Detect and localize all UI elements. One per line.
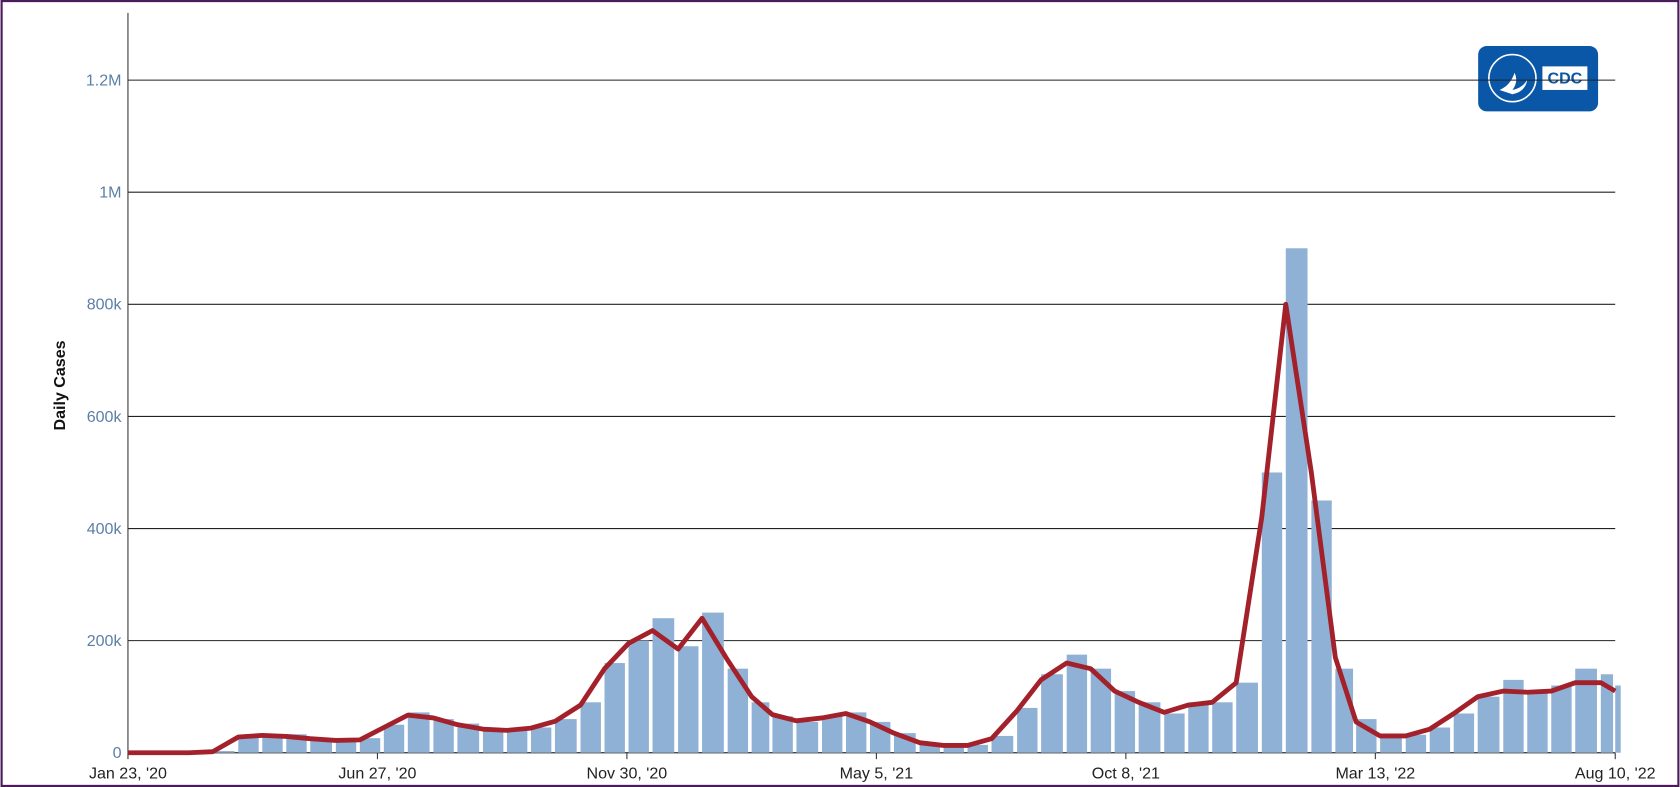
cdc-logo: CDC	[1478, 46, 1599, 112]
y-axis-label: Daily Cases	[51, 340, 69, 430]
x-tick-label: Aug 10, '22	[1575, 764, 1656, 782]
bar	[943, 745, 964, 753]
bar	[919, 743, 940, 753]
bar	[796, 721, 819, 753]
bar	[554, 719, 577, 753]
bar	[1575, 668, 1597, 753]
bar	[457, 723, 480, 753]
bar	[433, 719, 454, 753]
bar	[845, 712, 867, 753]
bar	[1405, 734, 1427, 753]
bar	[751, 702, 770, 753]
bar	[1090, 668, 1112, 753]
bar	[1066, 654, 1088, 753]
bar	[991, 735, 1014, 753]
bar	[1114, 691, 1136, 753]
bar	[1188, 702, 1209, 753]
y-tick-label: 1.2M	[86, 71, 122, 89]
x-tick-label: Nov 30, '20	[587, 764, 668, 782]
bar	[1477, 696, 1500, 753]
x-tick-label: May 5, '21	[840, 764, 914, 782]
bar	[1138, 702, 1161, 753]
x-tick-label: Mar 13, '22	[1335, 764, 1415, 782]
bars	[212, 248, 1621, 753]
y-tick-label: 600k	[87, 408, 123, 426]
bar	[652, 618, 675, 753]
bar	[1285, 248, 1308, 753]
bar	[1429, 727, 1451, 753]
y-tick-label: 200k	[87, 632, 123, 650]
logo-text: CDC	[1548, 70, 1583, 88]
logo-seal	[1488, 53, 1537, 103]
bar	[407, 712, 430, 753]
x-tick-label: Jun 27, '20	[338, 764, 416, 782]
bar	[1600, 674, 1614, 753]
bar	[1615, 685, 1621, 753]
avg-line	[127, 301, 1617, 756]
bar	[506, 730, 528, 753]
bar	[335, 740, 357, 753]
bar	[1017, 707, 1038, 753]
y-tick-label: 800k	[87, 296, 123, 314]
bar	[1335, 668, 1354, 753]
bar	[1453, 713, 1475, 753]
bar	[628, 640, 649, 753]
bar	[530, 727, 552, 753]
y-tick-label: 0	[113, 744, 122, 762]
bar	[967, 744, 988, 753]
x-tick-label: Oct 8, '21	[1092, 764, 1160, 782]
logo-box	[1478, 46, 1599, 112]
bar	[1041, 674, 1063, 753]
bar	[383, 724, 405, 753]
bar	[212, 751, 235, 753]
bar	[1212, 702, 1233, 753]
bar	[310, 738, 333, 753]
bar	[727, 668, 749, 753]
bar	[1236, 682, 1258, 753]
bar	[580, 702, 601, 753]
logo-eagle	[1499, 72, 1528, 95]
bar	[678, 646, 699, 753]
bar	[238, 734, 259, 753]
bar	[604, 663, 625, 753]
x-tick-label: Jan 23, '20	[89, 764, 167, 782]
y-tick-label: 400k	[87, 520, 123, 538]
bar	[822, 716, 843, 753]
bar	[1261, 472, 1283, 753]
logo-label-box	[1542, 66, 1588, 90]
bar	[1380, 735, 1402, 753]
bar	[359, 738, 381, 753]
bar	[1164, 713, 1185, 753]
bar	[1503, 679, 1524, 753]
bar	[1311, 500, 1332, 753]
bar	[1527, 691, 1548, 753]
bar	[482, 729, 504, 753]
bar	[262, 735, 283, 753]
y-tick-label: 1M	[99, 184, 121, 202]
bar	[772, 716, 793, 753]
bar	[1551, 685, 1572, 753]
